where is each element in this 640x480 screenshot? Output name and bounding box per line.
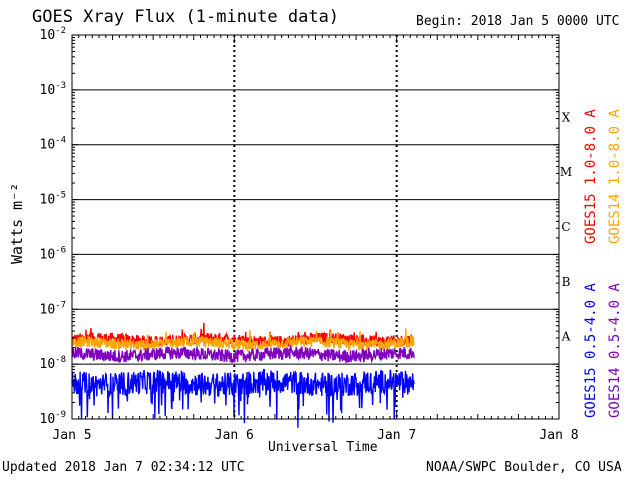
series-line [71, 343, 415, 365]
x-tick-label: Jan 5 [52, 428, 91, 443]
y-tick-label: 10-5 [40, 191, 67, 208]
legend-goes14-long: GOES14 1.0-8.0 A [607, 109, 623, 244]
y-tick-label: 10-3 [40, 81, 67, 98]
x-tick-label: Jan 6 [215, 428, 254, 443]
y-tick-label: 10-6 [40, 245, 67, 262]
x-axis-label: Universal Time [268, 440, 378, 455]
series-layer [71, 322, 415, 428]
chart-title: GOES Xray Flux (1-minute data) [32, 7, 340, 27]
y-tick-label: 10-4 [40, 136, 67, 153]
flare-class-M: M [560, 165, 572, 179]
y-tick-label: 10-8 [40, 355, 67, 372]
series-line [71, 328, 415, 353]
series-line [71, 369, 415, 428]
flare-class-X: X [562, 110, 571, 124]
y-tick-label: 10-9 [40, 410, 67, 427]
x-tick-label: Jan 7 [377, 428, 416, 443]
updated-time: Updated 2018 Jan 7 02:34:12 UTC [2, 460, 245, 475]
legend-goes15-short: GOES15 0.5-4.0 A [583, 283, 599, 418]
legend-goes15-long: GOES15 1.0-8.0 A [583, 109, 599, 244]
x-tick-label: Jan 8 [539, 428, 578, 443]
credit-text: NOAA/SWPC Boulder, CO USA [426, 460, 622, 475]
flare-class-C: C [561, 220, 570, 234]
y-tick-label: 10-7 [40, 300, 67, 317]
legend-goes14-short: GOES14 0.5-4.0 A [607, 283, 623, 418]
flare-class-B: B [562, 275, 571, 289]
plot-frame [71, 34, 560, 420]
flare-class-A: A [561, 330, 571, 344]
begin-time: Begin: 2018 Jan 5 0000 UTC [416, 14, 620, 29]
y-axis-label: Watts m⁻² [8, 182, 26, 264]
grid-layer [72, 35, 559, 419]
y-tick-label: 10-2 [40, 26, 67, 43]
